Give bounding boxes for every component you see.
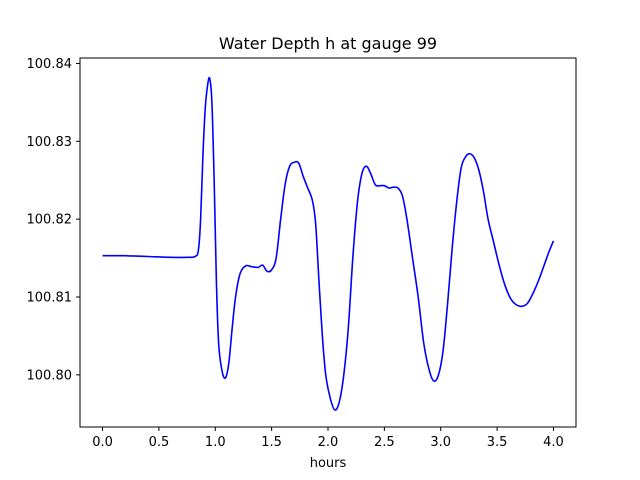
y-tick-label: 100.80 (27, 368, 73, 383)
x-tick-label: 4.0 (543, 435, 564, 450)
series-line (102, 76, 555, 411)
x-axis-title: hours (310, 456, 347, 471)
x-axis: 0.0 0.5 1.0 1.5 2.0 2.5 3.0 3.5 4.0 (92, 427, 564, 450)
y-tick-label: 100.81 (27, 290, 73, 305)
x-tick-label: 2.0 (318, 435, 339, 450)
x-tick-label: 0.0 (92, 435, 113, 450)
chart-title: Water Depth h at gauge 99 (219, 34, 437, 53)
y-tick-label: 100.82 (27, 213, 73, 228)
y-axis: 100.80 100.81 100.82 100.83 100.84 (27, 57, 80, 383)
x-tick-label: 3.5 (487, 435, 508, 450)
y-tick-label: 100.83 (27, 135, 73, 150)
x-tick-label: 3.0 (430, 435, 451, 450)
series-layer (102, 76, 555, 411)
y-tick-label: 100.84 (27, 57, 73, 72)
x-tick-label: 2.5 (374, 435, 395, 450)
x-tick-label: 0.5 (149, 435, 170, 450)
x-tick-label: 1.0 (205, 435, 226, 450)
x-tick-label: 1.5 (261, 435, 282, 450)
